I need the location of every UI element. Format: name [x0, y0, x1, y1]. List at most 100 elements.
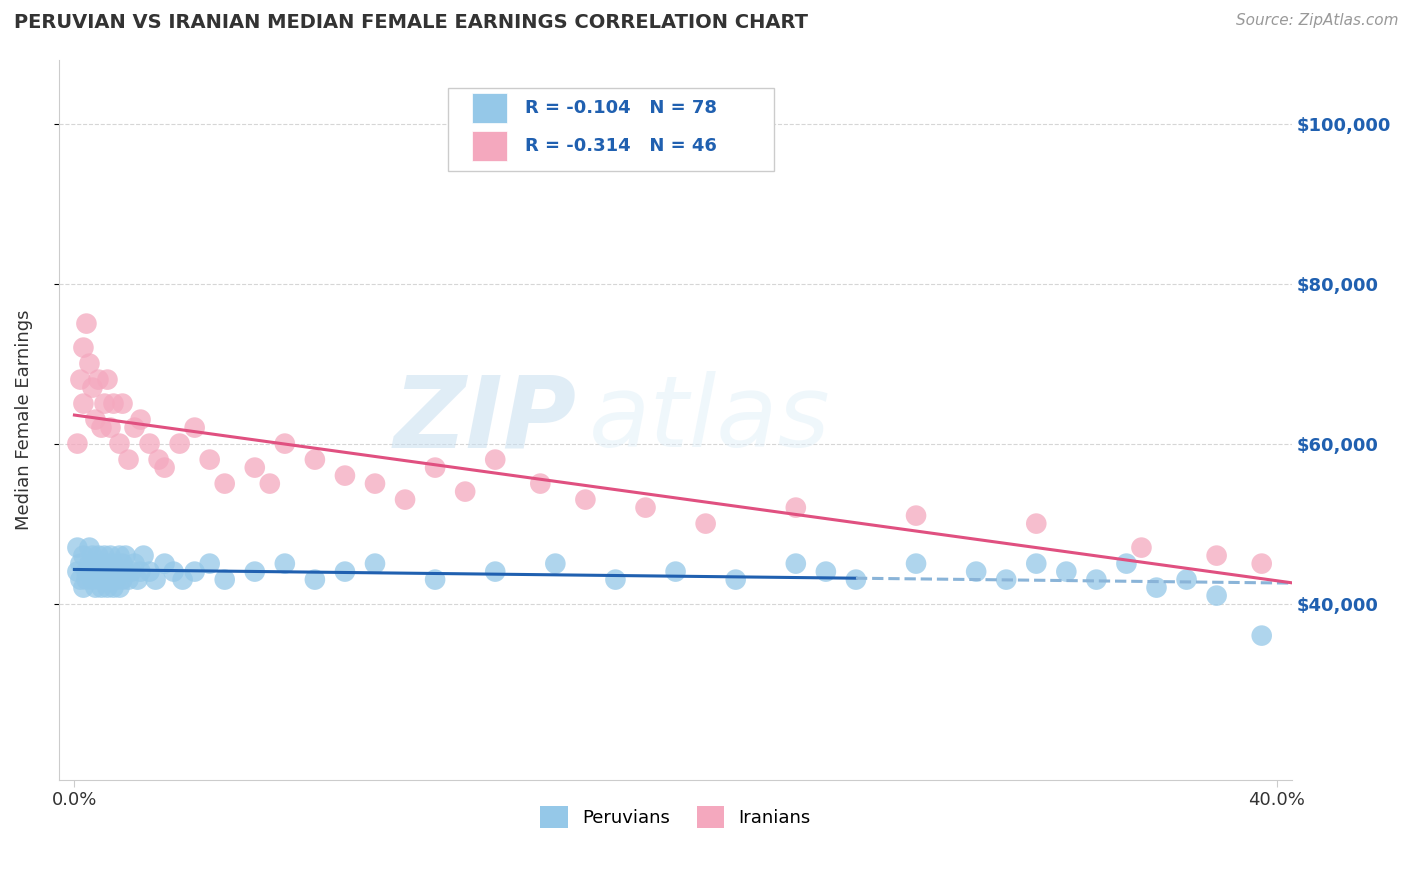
Point [93, 396, 115, 410]
Point [153, 557, 176, 571]
Point [1250, 557, 1272, 571]
Point [1054, 565, 1077, 579]
Point [69, 557, 91, 571]
Point [198, 557, 221, 571]
Point [162, 565, 184, 579]
Point [103, 396, 125, 410]
Point [274, 436, 297, 450]
Point [304, 452, 326, 467]
Point [364, 557, 387, 571]
Point [1025, 516, 1047, 531]
Point [138, 436, 160, 450]
Point [100, 565, 122, 579]
Point [333, 468, 356, 483]
Point [423, 460, 446, 475]
Point [1085, 573, 1108, 587]
Point [574, 492, 596, 507]
Point [105, 573, 128, 587]
Point [243, 460, 266, 475]
Point [114, 549, 136, 563]
Point [84, 565, 107, 579]
Point [1115, 557, 1137, 571]
Point [82, 381, 104, 395]
Point [93, 573, 115, 587]
Point [66, 565, 89, 579]
Point [1205, 589, 1227, 603]
Point [90, 420, 112, 434]
FancyBboxPatch shape [472, 93, 506, 123]
Point [66, 541, 89, 555]
Point [79, 565, 101, 579]
Point [634, 500, 657, 515]
Point [129, 565, 152, 579]
Legend: Peruvians, Iranians: Peruvians, Iranians [533, 799, 818, 836]
Point [90, 557, 112, 571]
Point [995, 573, 1018, 587]
Point [243, 565, 266, 579]
Point [423, 573, 446, 587]
Point [84, 412, 107, 426]
Point [1146, 581, 1168, 595]
Point [605, 573, 627, 587]
Point [454, 484, 477, 499]
Point [96, 373, 118, 387]
Point [132, 549, 155, 563]
Point [75, 317, 97, 331]
FancyBboxPatch shape [472, 131, 506, 161]
Point [145, 573, 167, 587]
Text: atlas: atlas [589, 371, 831, 468]
Point [127, 573, 149, 587]
Point [1025, 557, 1047, 571]
Point [153, 460, 176, 475]
Point [103, 557, 125, 571]
Point [214, 573, 236, 587]
Point [82, 549, 104, 563]
Point [214, 476, 236, 491]
Point [111, 573, 134, 587]
Point [1205, 549, 1227, 563]
Point [274, 557, 297, 571]
Point [172, 573, 194, 587]
Point [785, 500, 807, 515]
Point [69, 373, 91, 387]
Point [111, 557, 134, 571]
Point [484, 565, 506, 579]
Point [79, 557, 101, 571]
Point [108, 581, 131, 595]
Point [124, 420, 146, 434]
Point [198, 452, 221, 467]
Point [75, 565, 97, 579]
Point [138, 565, 160, 579]
Point [724, 573, 747, 587]
Point [814, 565, 837, 579]
Text: Source: ZipAtlas.com: Source: ZipAtlas.com [1236, 13, 1399, 29]
Point [845, 573, 868, 587]
Point [108, 436, 131, 450]
Point [87, 549, 110, 563]
Point [148, 452, 170, 467]
Text: PERUVIAN VS IRANIAN MEDIAN FEMALE EARNINGS CORRELATION CHART: PERUVIAN VS IRANIAN MEDIAN FEMALE EARNIN… [14, 13, 808, 32]
Point [82, 573, 104, 587]
Point [100, 573, 122, 587]
Point [117, 452, 139, 467]
Point [905, 508, 928, 523]
Point [1175, 573, 1198, 587]
Point [394, 492, 416, 507]
Point [484, 452, 506, 467]
Text: ZIP: ZIP [394, 371, 576, 468]
Point [333, 565, 356, 579]
Point [183, 420, 205, 434]
Point [965, 565, 987, 579]
Point [75, 573, 97, 587]
Point [695, 516, 717, 531]
Point [124, 557, 146, 571]
Point [96, 581, 118, 595]
Point [93, 549, 115, 563]
Point [1130, 541, 1153, 555]
Point [259, 476, 281, 491]
Point [87, 565, 110, 579]
Point [108, 549, 131, 563]
Point [129, 412, 152, 426]
Point [87, 373, 110, 387]
Point [905, 557, 928, 571]
